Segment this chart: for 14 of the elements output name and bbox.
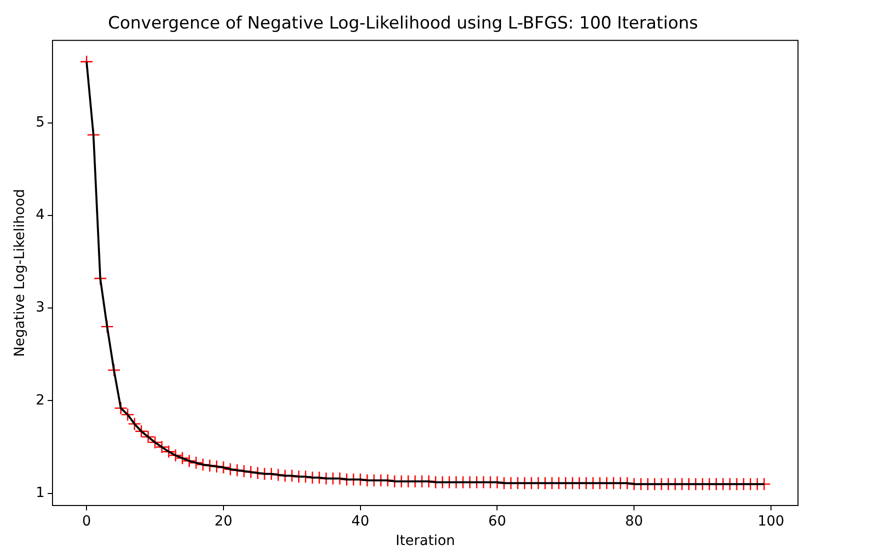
x-tick-label: 60: [488, 513, 506, 530]
x-tick-label: 20: [214, 513, 232, 530]
x-axis-title: Iteration: [396, 533, 456, 550]
x-tick-label: 0: [82, 513, 92, 530]
y-tick-label: 2: [36, 392, 45, 408]
y-tick-label: 1: [36, 485, 45, 501]
x-tick-label: 80: [625, 513, 644, 530]
x-tick-label: 40: [351, 513, 370, 530]
chart-title: Convergence of Negative Log-Likelihood using L-BFGS: 100 Iterations: [108, 14, 698, 34]
y-axis-title: Negative Log-Likelihood: [12, 188, 28, 357]
y-tick-label: 5: [36, 114, 45, 130]
y-tick-label: 4: [36, 207, 45, 224]
y-tick-label: 3: [36, 300, 45, 316]
x-tick-label: 100: [758, 513, 784, 530]
